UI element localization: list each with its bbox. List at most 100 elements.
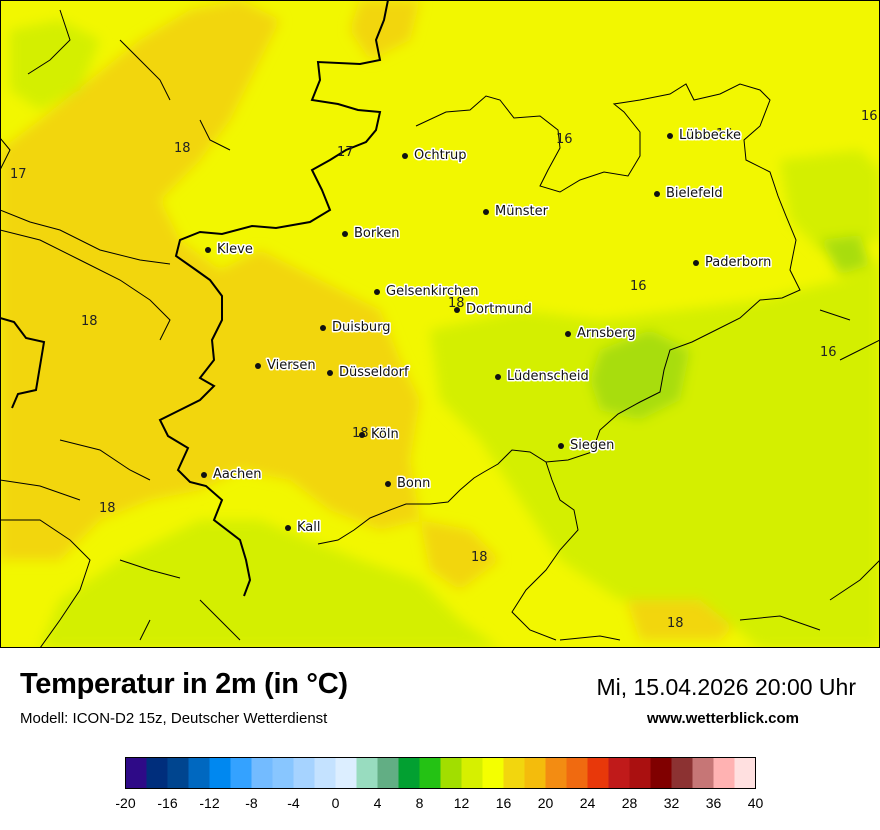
- legend-swatch: [524, 757, 546, 789]
- city-dot: [342, 231, 348, 237]
- city-label: Düsseldorf: [339, 365, 409, 380]
- isotherm-label: 18: [667, 616, 684, 631]
- city-halo: Borken: [354, 226, 400, 241]
- city-label: Aachen: [213, 467, 261, 482]
- city-label: Duisburg: [332, 320, 391, 335]
- isotherm-label: 17: [10, 167, 27, 182]
- green-zone-east: [780, 150, 880, 250]
- legend-swatch: [209, 757, 231, 789]
- city-halo: Dortmund: [466, 302, 532, 317]
- city-halo: Lüdenscheid: [507, 369, 589, 384]
- city-label: Viersen: [267, 358, 316, 373]
- national-border-be: [0, 317, 46, 409]
- legend-swatch: [356, 757, 378, 789]
- legend-tick-label: -12: [199, 795, 219, 811]
- city-halo: Ochtrup: [414, 148, 467, 163]
- city-label: Lübbecke: [679, 128, 741, 143]
- city-halo: Düsseldorf: [339, 365, 409, 380]
- legend-swatch: [629, 757, 651, 789]
- national-border-nl-de: [158, 0, 389, 597]
- city-halo: Köln: [371, 427, 399, 442]
- city-dot: [483, 209, 489, 215]
- legend-tick-label: -20: [115, 795, 135, 811]
- legend-swatch: [251, 757, 273, 789]
- map-title: Temperatur in 2m (in °C): [20, 668, 348, 700]
- green-core: [590, 330, 690, 420]
- legend-swatch: [125, 757, 147, 789]
- isotherm-label: 18: [81, 314, 98, 329]
- isotherm-label: 18: [99, 501, 116, 516]
- city-halo: Bonn: [397, 476, 430, 491]
- legend-swatch: [188, 757, 210, 789]
- city-label: Bonn: [397, 476, 430, 491]
- legend-swatch: [482, 757, 504, 789]
- legend-swatch: [440, 757, 462, 789]
- city-dot: [558, 443, 564, 449]
- city-dot: [327, 370, 333, 376]
- isotherm-label: 16: [630, 279, 647, 294]
- isotherm-label: 18: [471, 550, 488, 565]
- green-zone-northwest: [10, 20, 100, 110]
- city-dot: [320, 325, 326, 331]
- legend-swatch: [713, 757, 735, 789]
- isotherm-label: 18: [174, 141, 191, 156]
- city-label: Münster: [495, 204, 549, 219]
- city-halo: Lübbecke: [679, 128, 741, 143]
- model-source: Modell: ICON-D2 15z, Deutscher Wetterdie…: [20, 710, 328, 727]
- warm-zone-south: [420, 520, 500, 590]
- legend-swatches: [125, 757, 756, 789]
- city-label: Ochtrup: [414, 148, 467, 163]
- legend-swatch: [314, 757, 336, 789]
- legend-tick-label: 4: [374, 795, 382, 811]
- legend-swatch: [587, 757, 609, 789]
- city-label: Siegen: [570, 438, 614, 453]
- city-label: Kall: [297, 520, 321, 535]
- legend-swatch: [650, 757, 672, 789]
- legend-tick-label: 8: [416, 795, 424, 811]
- borders: [0, 0, 880, 648]
- city-dot: [359, 432, 365, 438]
- city-halo: Gelsenkirchen: [386, 284, 479, 299]
- city-label: Gelsenkirchen: [386, 284, 479, 299]
- warm-zone-north: [350, 0, 420, 60]
- city-halo: Aachen: [213, 467, 261, 482]
- legend-swatch: [461, 757, 483, 789]
- city-label: Borken: [354, 226, 400, 241]
- city-label: Dortmund: [466, 302, 532, 317]
- city-dot: [693, 260, 699, 266]
- legend-swatch: [272, 757, 294, 789]
- isotherm-label: 16: [716, 127, 733, 142]
- legend-tick-label: 28: [622, 795, 638, 811]
- legend-swatch: [167, 757, 189, 789]
- legend-ticks: -20 -16 -12 -8 -4 0 4 8 12 16 20 24 28 32 36 40: [115, 795, 763, 811]
- city-dot: [495, 374, 501, 380]
- isotherm-label: 16: [861, 109, 878, 124]
- legend-swatch: [335, 757, 357, 789]
- website-link[interactable]: www.wetterblick.com: [647, 710, 799, 727]
- district-lines: [0, 9, 880, 648]
- legend-frame: [125, 757, 756, 789]
- city-label: Köln: [371, 427, 399, 442]
- city-halo: Arnsberg: [577, 326, 636, 341]
- legend-swatch: [566, 757, 588, 789]
- legend-tick-label: 40: [748, 795, 764, 811]
